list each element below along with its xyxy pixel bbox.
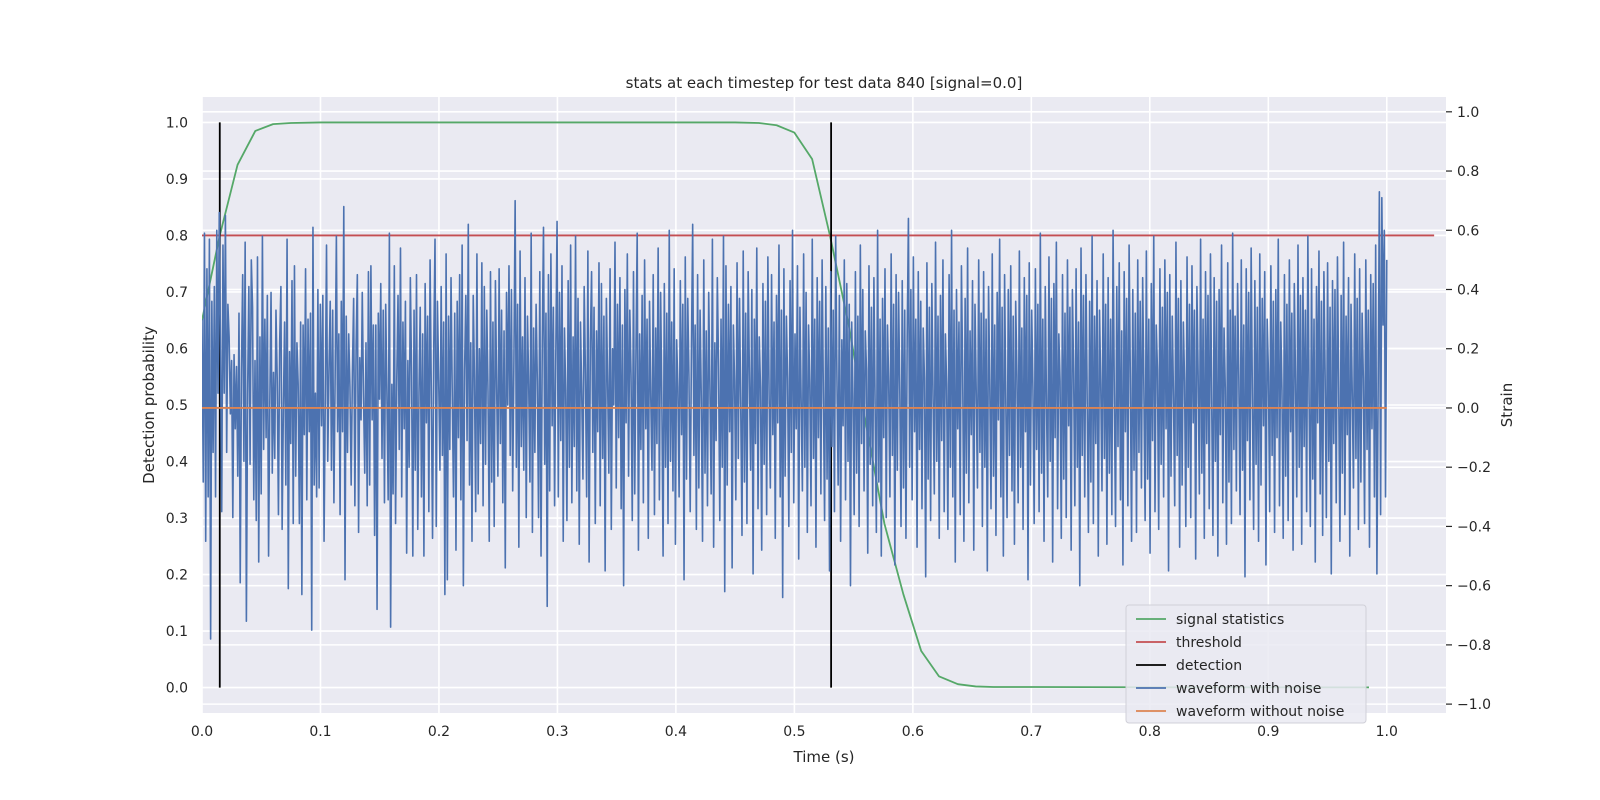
x-tick-label: 0.6 <box>902 724 924 740</box>
y-tick-label: 0.1 <box>166 624 188 640</box>
y2-tick-label: −0.2 <box>1457 460 1491 476</box>
y-tick-label: 0.3 <box>166 511 188 527</box>
x-tick-label: 0.2 <box>428 724 450 740</box>
y2-tick-label: 0.4 <box>1457 283 1479 299</box>
y2-tick-label: 0.8 <box>1457 164 1479 180</box>
legend-label: detection <box>1176 658 1242 674</box>
y2-axis-label: Strain <box>1498 383 1516 427</box>
y2-tick-label: −0.8 <box>1457 638 1491 654</box>
legend-label: waveform without noise <box>1176 704 1344 720</box>
y2-tick-label: −1.0 <box>1457 697 1491 713</box>
axes: 0.0 0.1 0.2 0.3 0.4 0.5 0.6 0.7 0.8 0.9 1.0 0.0 0.1 0… <box>166 105 1491 740</box>
y-tick-label: 0.0 <box>166 681 188 697</box>
series-signal-statistics <box>202 121 1369 689</box>
y-tick-label: 0.6 <box>166 341 188 357</box>
x-tick-label: 0.5 <box>783 724 805 740</box>
x-tick-label: 0.4 <box>665 724 687 740</box>
x-tick-label: 0.0 <box>191 724 213 740</box>
x-tick-label: 0.7 <box>1020 724 1042 740</box>
series-waveform-with-noise <box>202 190 1388 640</box>
x-tick-label: 0.9 <box>1257 724 1279 740</box>
y-tick-label: 1.0 <box>166 115 188 131</box>
y2-tick-label: 0.2 <box>1457 342 1479 358</box>
y2-tick-label: 1.0 <box>1457 105 1479 121</box>
chart-title: stats at each timestep for test data 840… <box>626 74 1023 92</box>
y-axis-label: Detection probability <box>140 326 158 484</box>
y-tick-label: 0.7 <box>166 285 188 301</box>
legend: signal statistics threshold detection wavef… <box>1125 604 1367 724</box>
legend-box <box>1125 604 1367 724</box>
y2-tick-label: −0.6 <box>1457 579 1491 595</box>
y-tick-label: 0.9 <box>166 172 188 188</box>
y-tick-label: 0.2 <box>166 568 188 584</box>
y-tick-label: 0.8 <box>166 228 188 244</box>
y-tick-label: 0.5 <box>166 398 188 414</box>
plot-area <box>202 121 1435 689</box>
x-axis-label: Time (s) <box>793 748 855 766</box>
legend-label: waveform with noise <box>1176 681 1321 697</box>
legend-label: threshold <box>1176 635 1242 651</box>
x-tick-label: 1.0 <box>1376 724 1398 740</box>
y2-tick-label: −0.4 <box>1457 519 1491 535</box>
y2-tick-label: 0.6 <box>1457 223 1479 239</box>
x-tick-label: 0.1 <box>309 724 331 740</box>
x-tick-label: 0.3 <box>546 724 568 740</box>
y2-tick-label: 0.0 <box>1457 401 1479 417</box>
x-tick-label: 0.8 <box>1139 724 1161 740</box>
legend-label: signal statistics <box>1176 612 1284 628</box>
y-tick-label: 0.4 <box>166 455 188 471</box>
